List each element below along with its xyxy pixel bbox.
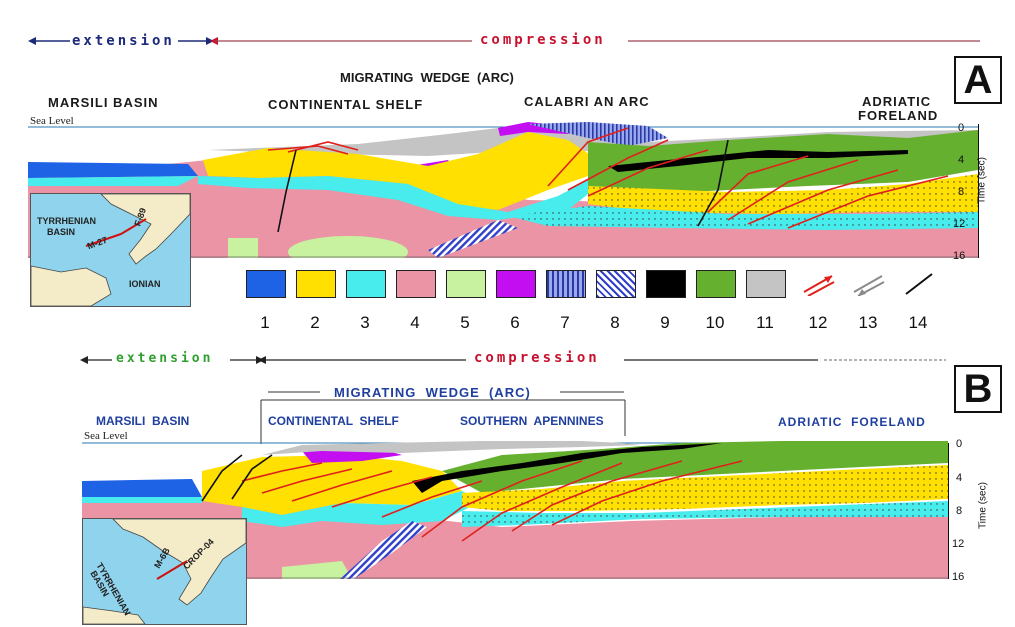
inset-a-basin-2: BASIN <box>47 227 76 237</box>
extension-label-a: extension <box>72 33 175 49</box>
legend-num-14: 14 <box>908 313 928 332</box>
legend-swatch-5 <box>446 270 486 298</box>
extension-label-b: extension <box>116 351 214 366</box>
compression-label-b: compression <box>474 350 600 366</box>
legend-num-5: 5 <box>460 313 470 332</box>
region-apennines-b: SOUTHERN APENNINES <box>460 414 604 428</box>
legend-num-2: 2 <box>310 313 320 332</box>
time-tick-b-4: 4 <box>956 472 963 484</box>
time-tick-a-16: 16 <box>953 250 966 262</box>
legend-num-1: 1 <box>260 313 270 332</box>
legend-swatch-9 <box>646 270 686 298</box>
legend-swatch-6 <box>496 270 536 298</box>
wedge-title-b: MIGRATING WEDGE (ARC) <box>334 385 531 400</box>
legend-num-13: 13 <box>858 313 878 332</box>
region-foreland-b: ADRIATIC FORELAND <box>778 415 926 429</box>
sea-level-label-b: Sea Level <box>84 430 128 442</box>
legend-num-4: 4 <box>410 313 420 332</box>
legend-swatch-14 <box>905 273 933 295</box>
legend-swatch-1 <box>246 270 286 298</box>
wedge-bracket-b <box>260 391 626 444</box>
inset-map-b: TYRRHENIAN BASIN M-6B CROP-04 <box>82 518 247 625</box>
time-tick-b-12: 12 <box>952 538 965 550</box>
region-arc-a: CALABRI AN ARC <box>524 94 650 109</box>
inset-a-sea: IONIAN <box>129 279 161 289</box>
region-shelf-a: CONTINENTAL SHELF <box>268 97 424 112</box>
compression-arrow-a <box>210 34 980 48</box>
time-tick-b-16: 16 <box>952 571 965 583</box>
region-foreland-a-1: ADRIATIC <box>862 94 932 109</box>
legend-swatch-2 <box>296 270 336 298</box>
legend-num-7: 7 <box>560 313 570 332</box>
compression-arrow-b <box>258 356 946 364</box>
wedge-title-a: MIGRATING WEDGE (ARC) <box>340 70 514 85</box>
legend-num-10: 10 <box>705 313 725 332</box>
panel-label-b: B <box>954 365 1002 413</box>
legend-swatch-12 <box>803 275 835 296</box>
inset-a-basin-1: TYRRHENIAN <box>37 216 97 226</box>
region-marsili-b: MARSILI BASIN <box>96 414 190 428</box>
region-marsili-a: MARSILI BASIN <box>48 95 159 110</box>
legend-num-12: 12 <box>808 313 828 332</box>
legend-swatch-11 <box>746 270 786 298</box>
time-tick-b-0: 0 <box>956 438 963 450</box>
region-foreland-a-2: FORELAND <box>858 108 939 123</box>
legend-swatch-7 <box>546 270 586 298</box>
legend-swatch-4 <box>396 270 436 298</box>
inset-map-a: TYRRHENIAN BASIN M-27 F-89 IONIAN <box>30 193 191 307</box>
time-axis-label-b: Time (sec) <box>977 482 989 529</box>
compression-label-a: compression <box>480 32 606 48</box>
legend-swatch-13 <box>853 275 885 296</box>
legend-swatch-3 <box>346 270 386 298</box>
time-tick-a-8: 8 <box>958 186 965 198</box>
time-axis-label-a: Time (sec) <box>976 157 988 204</box>
panel-label-a: A <box>954 56 1002 104</box>
legend-num-6: 6 <box>510 313 520 332</box>
sea-level-label-a: Sea Level <box>30 115 74 127</box>
time-tick-a-0: 0 <box>958 122 965 134</box>
legend-num-9: 9 <box>660 313 670 332</box>
time-tick-a-4: 4 <box>958 154 965 166</box>
legend-num-3: 3 <box>360 313 370 332</box>
cross-section-a <box>28 122 978 258</box>
time-axis-b <box>948 443 949 579</box>
time-tick-a-12: 12 <box>953 218 966 230</box>
time-tick-b-8: 8 <box>956 505 963 517</box>
time-axis-a <box>978 124 979 258</box>
legend-swatch-8 <box>596 270 636 298</box>
region-shelf-b: CONTINENTAL SHELF <box>268 414 399 428</box>
legend-num-11: 11 <box>756 313 774 332</box>
legend-num-8: 8 <box>610 313 620 332</box>
legend-swatch-10 <box>696 270 736 298</box>
